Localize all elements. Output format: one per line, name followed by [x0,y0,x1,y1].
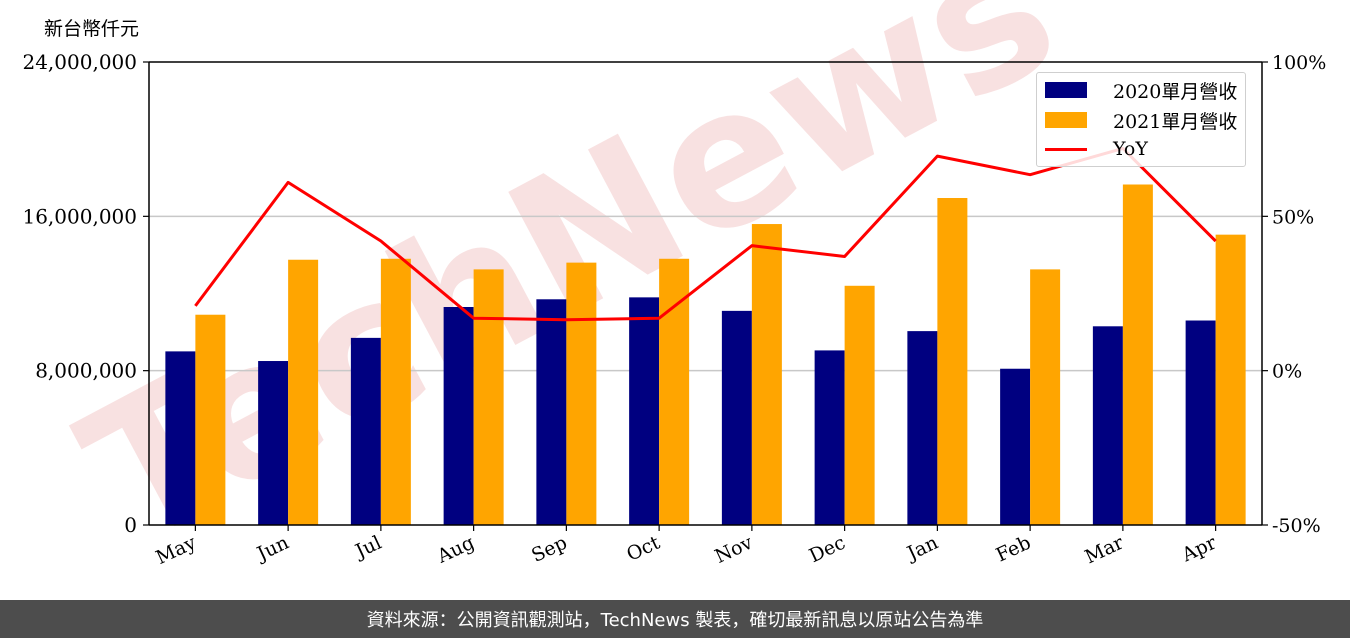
x-tick-label: Nov [712,531,757,567]
bar-2020-jul [350,337,381,525]
x-tick-label: Oct [623,531,663,565]
bar-2021-sep [566,262,597,525]
bar-2020-oct [629,297,660,525]
legend-item-yoy: YoY [1045,135,1148,163]
bar-2020-jan [907,331,938,525]
bar-2021-feb [1030,269,1061,525]
bar-2021-jan [937,198,968,525]
y2-tick-label: 50% [1272,206,1314,228]
x-tick-label: Aug [433,532,478,568]
y2-tick-label: -50% [1272,515,1321,537]
yoy-line [194,146,1217,322]
bar-2020-apr [1185,320,1216,525]
x-tick-label: Jul [350,532,385,564]
x-tick-label: Apr [1178,531,1221,567]
bar-2021-aug [473,269,504,525]
bar-2020-mar [1092,326,1123,525]
y-tick-label: 0 [124,513,137,537]
x-tick-label: Mar [1082,531,1128,568]
bar-2021-dec [844,285,875,525]
yoy-series-line [194,146,1217,322]
x-tick-label: Jan [902,532,941,566]
legend-swatch-2021 [1045,112,1087,128]
bar-2021-may [195,314,226,525]
bar-2020-may [165,351,196,525]
bar-2021-jun [288,259,319,525]
legend-item-2021: 2021單月營收 [1045,106,1237,134]
revenue-chart: TechNews 08,000,00016,000,00024,000,000-… [22,0,1326,588]
bar-2021-apr [1215,234,1246,526]
y-tick-label: 8,000,000 [35,359,137,383]
bar-2020-nov [721,310,752,525]
y2-tick-label: 100% [1272,52,1326,74]
y2-tick-label: 0% [1272,361,1302,383]
bar-2021-nov [751,224,782,526]
bar-2020-jun [258,361,289,525]
legend-item-2020: 2020單月營收 [1045,76,1237,104]
bar-2020-dec [814,350,845,525]
bar-2020-aug [443,307,474,525]
x-tick-label: Dec [806,532,849,568]
x-tick-label: Jun [252,532,292,566]
legend-label-2020: 2020單月營收 [1113,80,1238,103]
bar-2020-sep [536,299,567,525]
chart-legend: 2020單月營收 2021單月營收 YoY [1036,72,1246,167]
legend-swatch-2020 [1045,82,1087,98]
bar-2021-mar [1122,184,1153,526]
source-footer: 資料來源：公開資訊觀測站，TechNews 製表，確切最新訊息以原站公告為準 [0,600,1350,638]
bar-2020-feb [1000,368,1031,525]
y-axis-unit-label: 新台幣仟元 [44,18,140,40]
axes [148,61,1263,526]
gridlines [149,215,1262,372]
bar-2021-jul [380,258,411,525]
y-tick-label: 24,000,000 [22,50,137,74]
x-tick-label: Feb [993,532,1035,567]
bar-2021-oct [659,258,690,525]
y-tick-label: 16,000,000 [22,204,137,228]
legend-label-2021: 2021單月營收 [1113,110,1238,133]
legend-line-yoy [1045,147,1087,151]
x-tick-label: Sep [528,532,570,567]
legend-label-yoy: YoY [1113,138,1148,160]
bars [165,184,1246,526]
